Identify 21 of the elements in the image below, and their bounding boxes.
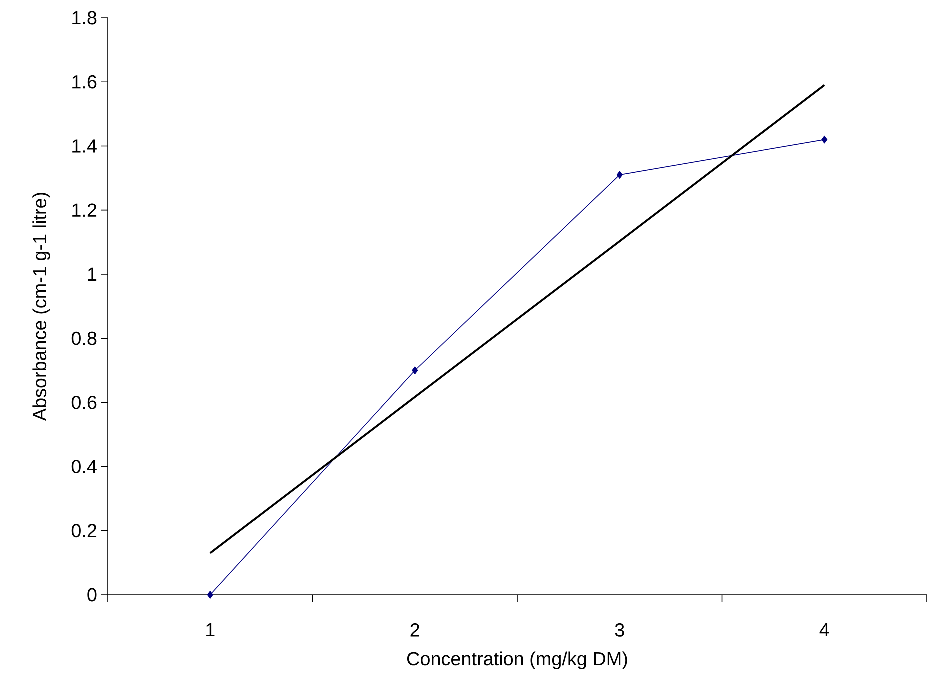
y-tick-label: 1.6 [72,75,97,89]
y-tick-label: 0.2 [72,524,97,538]
x-tick-label: 4 [820,624,830,637]
y-tick-label: 1 [88,268,97,281]
x-tick-label: 1 [206,624,215,637]
y-tick-label: 0 [88,588,97,602]
y-axis-title: Absorbance (cm-1 g-1 litre) [32,193,50,422]
y-tick-label: 0.4 [72,460,97,474]
y-tick-label: 1.8 [72,11,97,25]
y-tick-label: 0.6 [72,396,97,410]
point [822,136,828,144]
y-tick-label: 1.2 [72,204,97,217]
x-tick-label: 3 [615,624,624,637]
point [616,171,623,179]
point [207,591,214,599]
line-series [209,84,826,554]
y-tick-label: 1.4 [72,140,97,153]
point [412,366,418,374]
x-axis-title: Concentration (mg/kg DM) [407,652,628,670]
y-tick-label: 0.8 [72,332,97,346]
x-tick-label: 2 [410,624,420,637]
